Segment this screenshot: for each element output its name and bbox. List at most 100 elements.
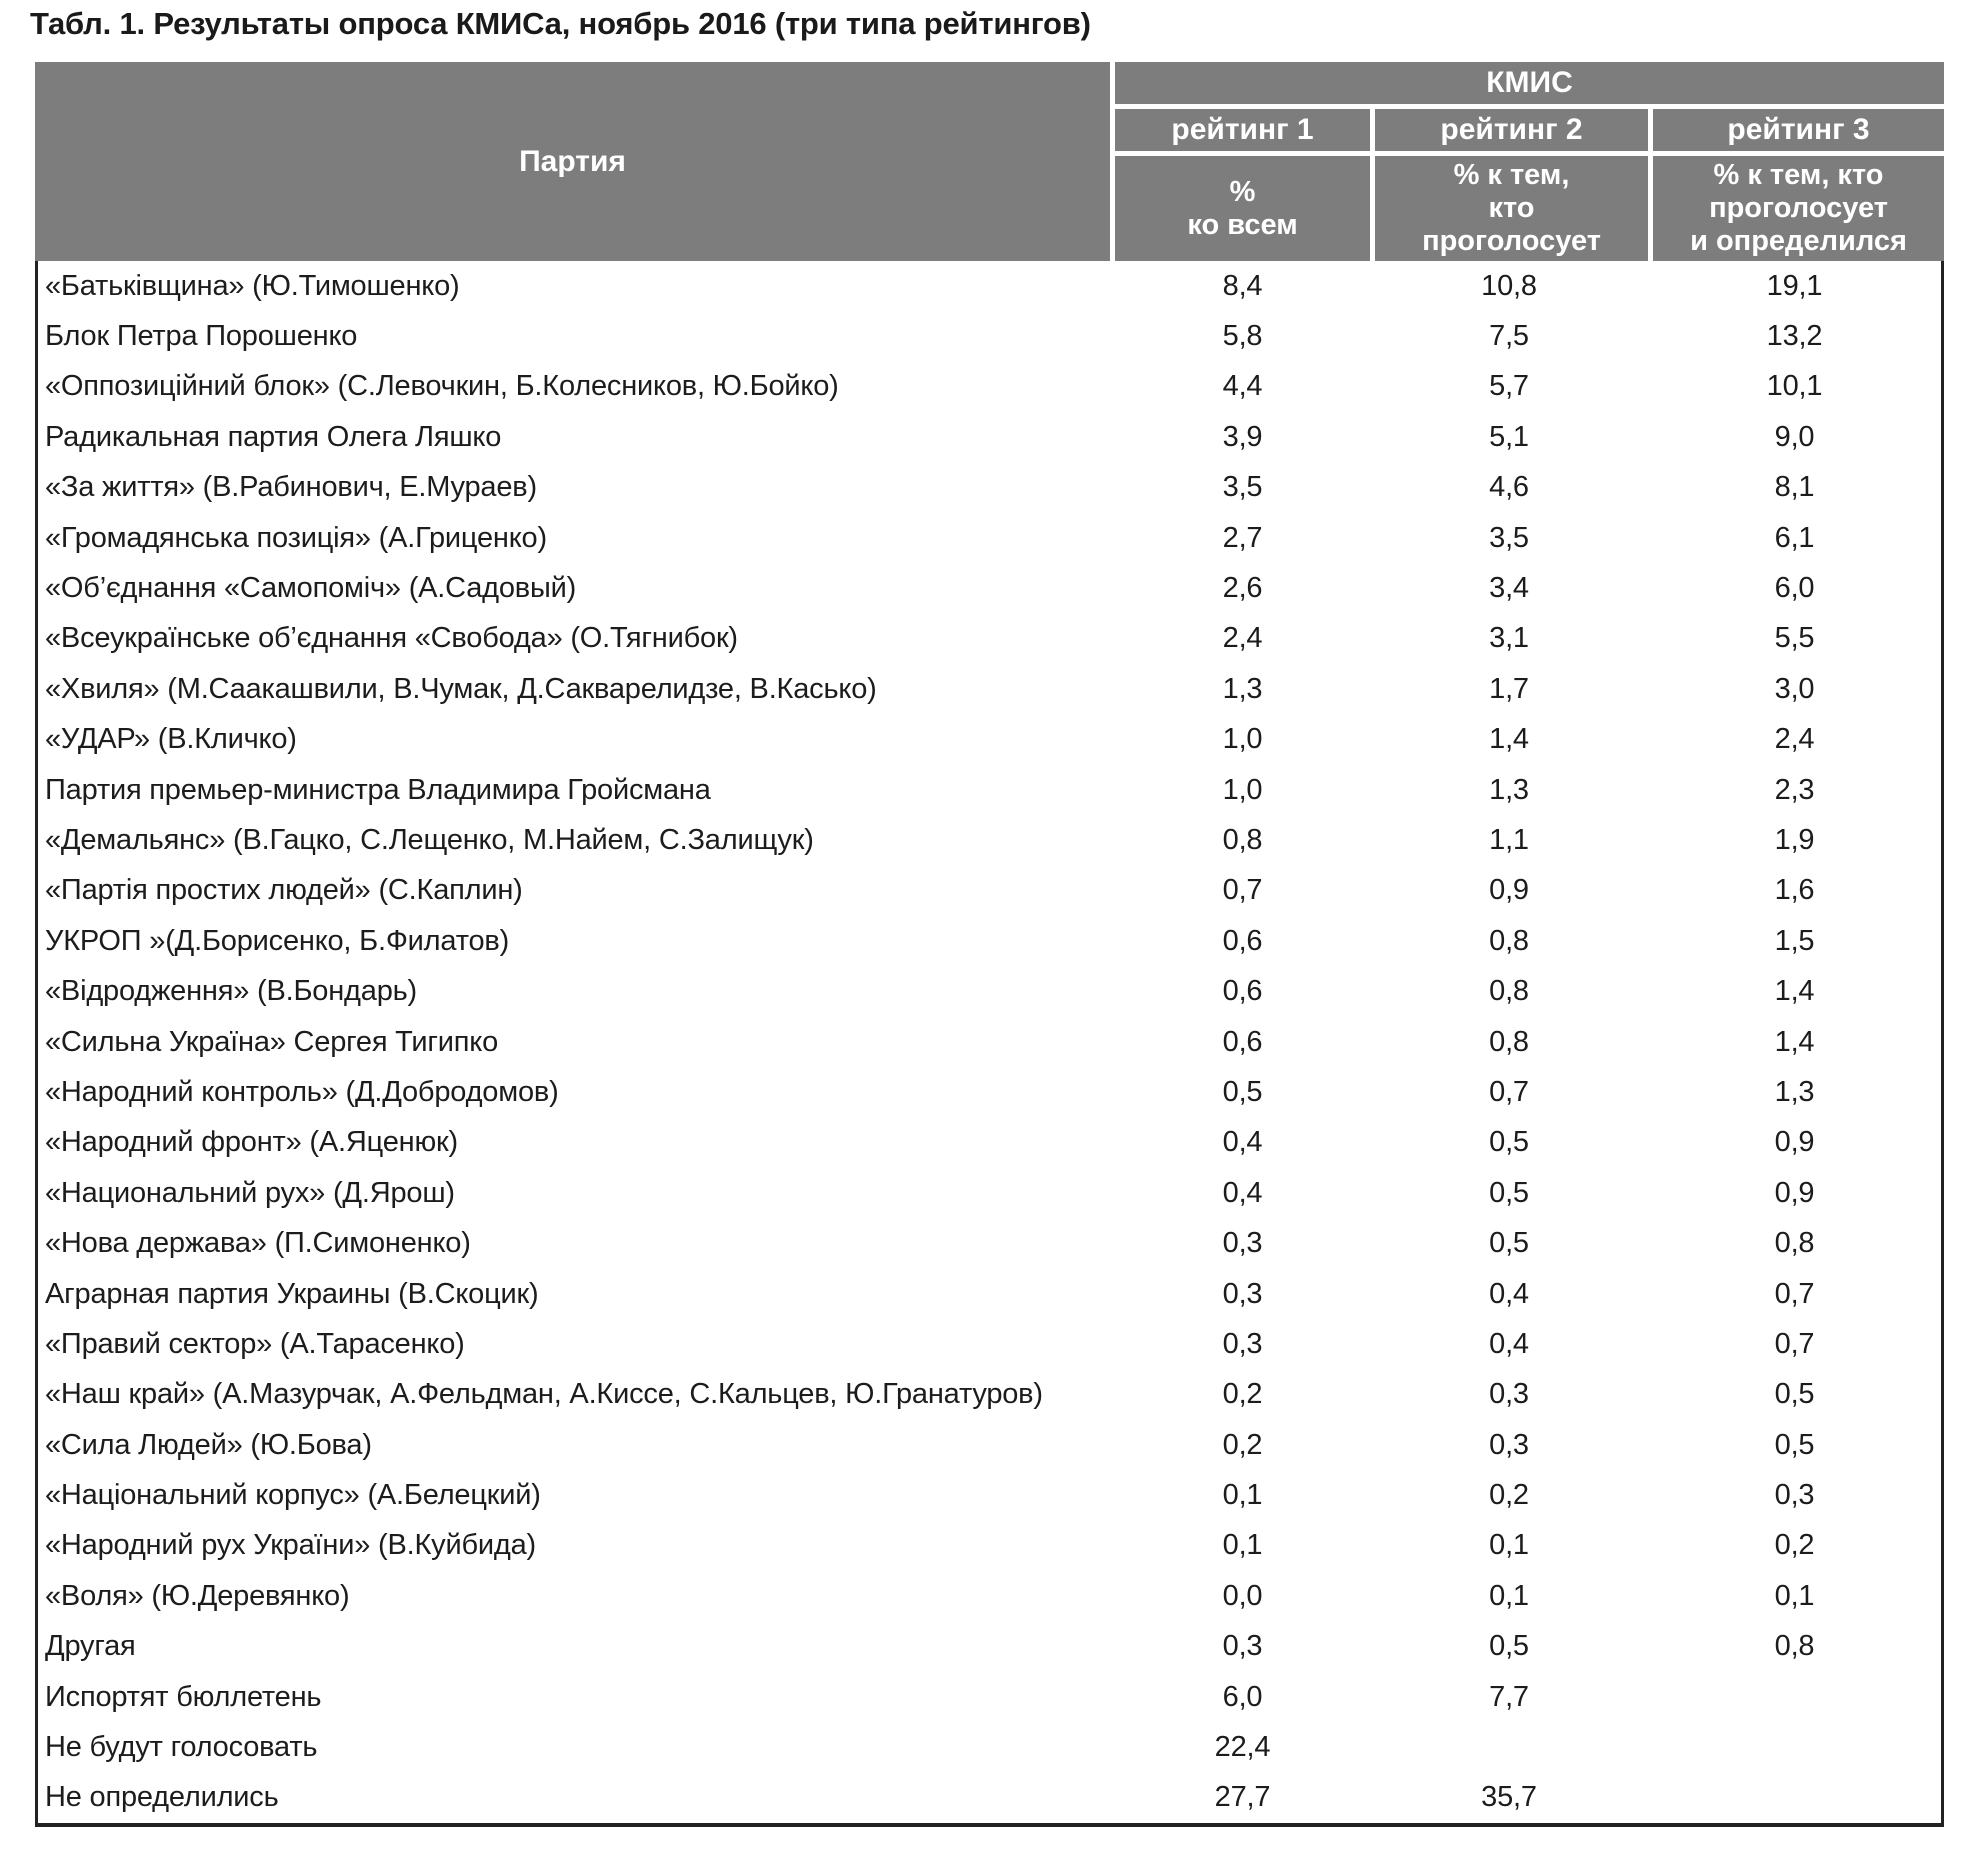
rating3-value-cell: 5,5 [1774, 622, 1815, 655]
party-name-cell: «Оппозиційний блок» (С.Левочкин, Б.Колес… [45, 370, 839, 403]
rating1-value-cell: 0,1 [1222, 1479, 1263, 1512]
party-name-cell: «Батьківщина» (Ю.Тимошенко) [45, 269, 460, 302]
table-row: «Національний корпус» (А.Белецкий) 0,1 0… [38, 1470, 1941, 1520]
party-name-cell: «УДАР» (В.Кличко) [45, 723, 297, 756]
rating1-value-cell: 3,5 [1222, 471, 1263, 504]
rating2-value-cell: 0,3 [1489, 1378, 1529, 1411]
rating2-value-cell: 1,7 [1489, 672, 1529, 705]
rating2-value-cell: 0,7 [1489, 1075, 1529, 1108]
rating1-value-cell: 5,8 [1222, 320, 1263, 353]
rating3-subheader: % к тем, кто проголосует и определился [1653, 156, 1944, 261]
rating-headers-row: рейтинг 1 рейтинг 2 рейтинг 3 [1115, 109, 1944, 151]
rating1-value-cell: 0,6 [1222, 975, 1263, 1008]
rating2-value-cell: 0,4 [1489, 1327, 1529, 1360]
rating3-value-cell: 0,9 [1774, 1126, 1815, 1159]
party-name-cell: «Сила Людей» (Ю.Бова) [45, 1428, 372, 1461]
party-name-cell: «Відродження» (В.Бондарь) [45, 975, 418, 1008]
table-row: «Нова держава» (П.Симоненко) 0,3 0,5 0,8 [38, 1218, 1941, 1268]
rating1-value-cell: 3,9 [1222, 420, 1263, 453]
rating3-value-cell: 9,0 [1774, 420, 1815, 453]
rating3-value-cell: 1,5 [1774, 924, 1815, 957]
table-row: Не будут голосовать 22,4 [38, 1722, 1941, 1772]
party-column-header: Партия [35, 62, 1110, 261]
rating2-value-cell: 10,8 [1481, 269, 1537, 302]
rating2-value-cell: 1,4 [1489, 723, 1529, 756]
rating2-value-cell: 0,3 [1489, 1428, 1529, 1461]
table-body: «Батьківщина» (Ю.Тимошенко) 8,4 10,8 19,… [35, 261, 1944, 1828]
party-name-cell: «Правий сектор» (А.Тарасенко) [45, 1327, 465, 1360]
table-row: «Хвиля» (М.Саакашвили, В.Чумак, Д.Саквар… [38, 664, 1941, 714]
table-row: «Всеукраїнське об’єднання «Свобода» (О.Т… [38, 614, 1941, 664]
rating1-value-cell: 0,3 [1222, 1277, 1263, 1310]
table-row: «Об’єднання «Самопоміч» (А.Садовый) 2,6 … [38, 563, 1941, 613]
table-row: Аграрная партия Украины (В.Скоцик) 0,3 0… [38, 1269, 1941, 1319]
party-name-cell: «Национальний рух» (Д.Ярош) [45, 1176, 455, 1209]
rating2-value-cell: 3,1 [1489, 622, 1529, 655]
party-name-cell: «Воля» (Ю.Деревянко) [45, 1579, 350, 1612]
rating3-value-cell: 13,2 [1766, 320, 1823, 353]
party-name-cell: «Партія простих людей» (С.Каплин) [45, 874, 523, 907]
party-name-cell: «Всеукраїнське об’єднання «Свобода» (О.Т… [45, 622, 738, 655]
rating3-value-cell: 0,9 [1774, 1176, 1815, 1209]
rating1-value-cell: 4,4 [1222, 370, 1263, 403]
rating-subheaders-row: % ко всем % к тем, кто проголосует % к т… [1115, 156, 1944, 261]
rating2-value-cell: 3,4 [1489, 572, 1529, 605]
table-row: «Партія простих людей» (С.Каплин) 0,7 0,… [38, 866, 1941, 916]
party-name-cell: «Нова держава» (П.Симоненко) [45, 1227, 471, 1260]
party-name-cell: Другая [45, 1630, 136, 1663]
rating1-value-cell: 0,6 [1222, 924, 1263, 957]
rating1-value-cell: 0,7 [1222, 874, 1263, 907]
table-row: «За життя» (В.Рабинович, Е.Мураев) 3,5 4… [38, 463, 1941, 513]
party-name-cell: Не определились [45, 1781, 279, 1814]
table-row: «УДАР» (В.Кличко) 1,0 1,4 2,4 [38, 715, 1941, 765]
rating3-value-cell: 6,1 [1774, 521, 1815, 554]
party-name-cell: «Громадянська позиція» (А.Гриценко) [45, 521, 547, 554]
table-row: «Оппозиційний блок» (С.Левочкин, Б.Колес… [38, 362, 1941, 412]
rating3-value-cell: 1,3 [1774, 1075, 1815, 1108]
rating2-value-cell: 1,1 [1489, 823, 1529, 856]
rating3-value-cell: 2,3 [1774, 773, 1815, 806]
rating2-value-cell: 0,8 [1489, 975, 1529, 1008]
rating1-subheader: % ко всем [1115, 156, 1370, 261]
rating3-value-cell: 19,1 [1766, 269, 1823, 302]
rating2-subheader: % к тем, кто проголосует [1375, 156, 1648, 261]
rating2-value-cell: 3,5 [1489, 521, 1529, 554]
rating1-header: рейтинг 1 [1115, 109, 1370, 151]
rating3-value-cell: 1,9 [1774, 823, 1815, 856]
party-name-cell: Испортят бюллетень [45, 1680, 322, 1713]
rating1-value-cell: 2,7 [1222, 521, 1263, 554]
rating2-value-cell: 0,8 [1489, 924, 1529, 957]
table-row: УКРОП »(Д.Борисенко, Б.Филатов) 0,6 0,8 … [38, 916, 1941, 966]
rating3-value-cell: 3,0 [1774, 672, 1815, 705]
party-name-cell: УКРОП »(Д.Борисенко, Б.Филатов) [45, 924, 510, 957]
party-name-cell: Партия премьер-министра Владимира Гройсм… [45, 773, 711, 806]
table-row: «Відродження» (В.Бондарь) 0,6 0,8 1,4 [38, 966, 1941, 1016]
party-name-cell: Радикальная партия Олега Ляшко [45, 420, 502, 453]
rating2-value-cell: 7,5 [1489, 320, 1529, 353]
party-name-cell: «За життя» (В.Рабинович, Е.Мураев) [45, 471, 537, 504]
rating1-value-cell: 0,2 [1222, 1428, 1263, 1461]
rating2-value-cell: 0,5 [1489, 1630, 1529, 1663]
party-name-cell: Аграрная партия Украины (В.Скоцик) [45, 1277, 539, 1310]
rating2-value-cell: 7,7 [1489, 1680, 1529, 1713]
party-name-cell: «Національний корпус» (А.Белецкий) [45, 1479, 541, 1512]
ratings-header-group: КМИС рейтинг 1 рейтинг 2 рейтинг 3 % ко … [1115, 62, 1944, 261]
table-row: «Воля» (Ю.Деревянко) 0,0 0,1 0,1 [38, 1571, 1941, 1621]
rating2-value-cell: 0,9 [1489, 874, 1529, 907]
rating3-value-cell: 0,7 [1774, 1327, 1815, 1360]
rating2-value-cell: 0,8 [1489, 1025, 1529, 1058]
table-row: Другая 0,3 0,5 0,8 [38, 1622, 1941, 1672]
table-row: Испортят бюллетень 6,0 7,7 [38, 1672, 1941, 1722]
rating1-value-cell: 6,0 [1222, 1680, 1263, 1713]
rating2-value-cell: 0,1 [1489, 1579, 1529, 1612]
table-row: «Демальянс» (В.Гацко, С.Лещенко, М.Найем… [38, 815, 1941, 865]
table-row: «Батьківщина» (Ю.Тимошенко) 8,4 10,8 19,… [38, 261, 1941, 311]
party-name-cell: «Хвиля» (М.Саакашвили, В.Чумак, Д.Саквар… [45, 672, 877, 705]
table-row: Партия премьер-министра Владимира Гройсм… [38, 765, 1941, 815]
table-row: «Правий сектор» (А.Тарасенко) 0,3 0,4 0,… [38, 1319, 1941, 1369]
table-row: «Сила Людей» (Ю.Бова) 0,2 0,3 0,5 [38, 1420, 1941, 1470]
rating1-value-cell: 0,1 [1222, 1529, 1263, 1562]
rating1-value-cell: 0,3 [1222, 1630, 1263, 1663]
party-name-cell: «Народний рух України» (В.Куйбида) [45, 1529, 536, 1562]
table-row: «Громадянська позиція» (А.Гриценко) 2,7 … [38, 513, 1941, 563]
